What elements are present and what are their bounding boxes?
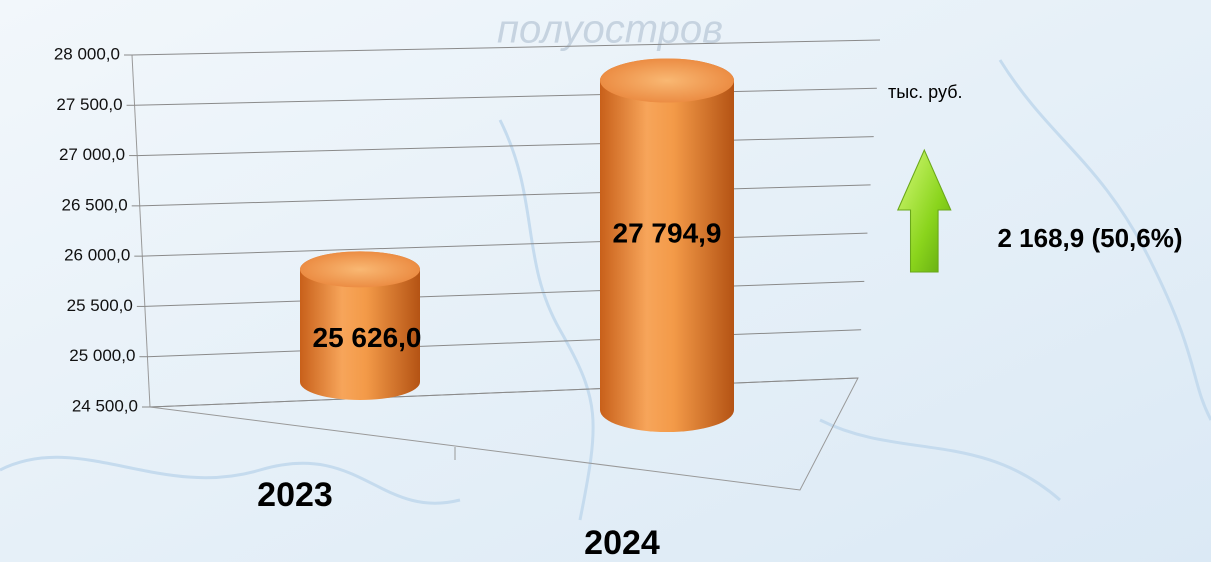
grid-line — [134, 87, 877, 106]
grid-line — [149, 377, 859, 408]
map-decoration — [0, 59, 1211, 521]
y-tick-label: 25 500,0 — [67, 296, 133, 315]
y-tick-label: 26 500,0 — [62, 195, 128, 214]
bar — [300, 251, 420, 400]
y-tick-label: 27 000,0 — [59, 145, 125, 164]
grid-line — [142, 232, 868, 257]
increase-arrow — [897, 148, 952, 273]
bar — [600, 58, 734, 432]
unit-label: тыс. руб. — [888, 82, 963, 102]
grid-line — [131, 39, 881, 56]
y-tick-label: 27 500,0 — [56, 95, 122, 114]
grid-line — [137, 136, 874, 157]
data-label: 27 794,9 — [613, 218, 722, 249]
x-tick-label: 2023 — [257, 476, 333, 514]
y-tick-label: 26 000,0 — [64, 246, 130, 265]
annotation: 2 168,9 (50,6%) — [997, 223, 1182, 253]
x-tick-label: 2024 — [584, 524, 660, 562]
data-label: 25 626,0 — [313, 322, 422, 353]
y-tick-label: 25 000,0 — [69, 346, 135, 365]
bar-top — [300, 251, 420, 288]
grid-line — [147, 329, 862, 358]
y-tick-label: 24 500,0 — [72, 396, 138, 415]
y-axis — [131, 54, 151, 408]
bar-top — [600, 58, 734, 103]
grid-line — [139, 184, 871, 207]
grid-line — [144, 280, 865, 307]
y-tick-label: 28 000,0 — [54, 44, 120, 63]
